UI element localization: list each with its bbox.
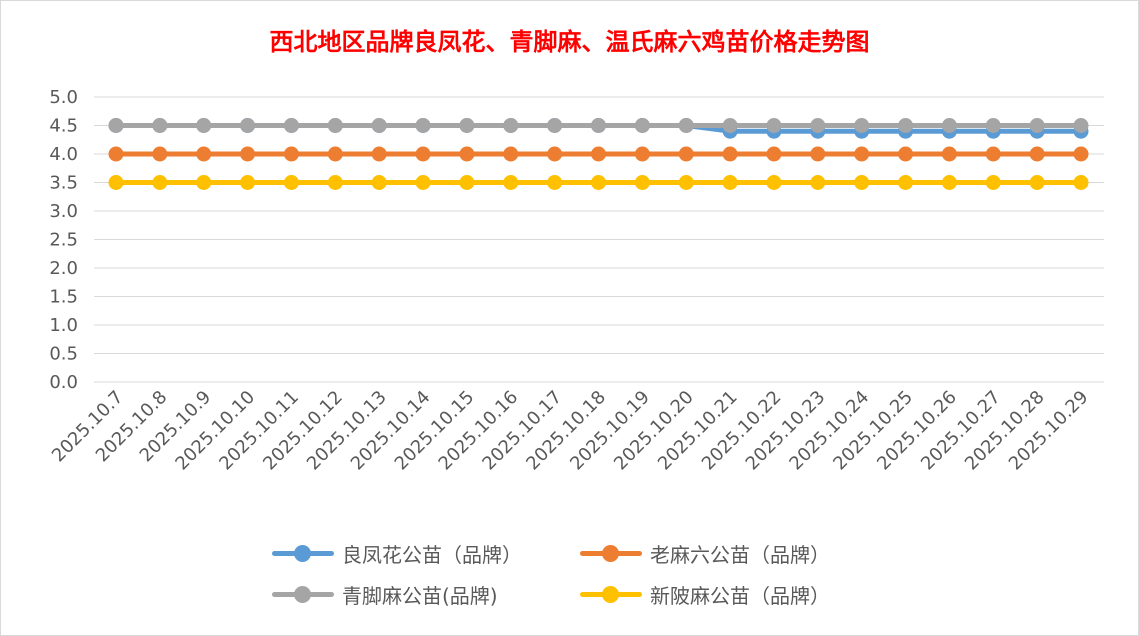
legend-label: 新陂麻公苗（品牌） [650,584,830,608]
y-tick-label: 0.5 [49,344,78,365]
data-point-3 [547,175,563,190]
data-point-1 [108,146,124,162]
data-point-3 [1073,175,1089,190]
legend-item-2: 青脚麻公苗(品牌) [272,580,498,609]
data-point-2 [898,118,914,133]
data-point-1 [985,146,1001,162]
data-point-3 [415,175,431,190]
legend-marker-icon [272,544,334,564]
y-tick-label: 3.5 [49,173,78,194]
legend-marker-icon [580,585,642,605]
data-point-2 [634,118,650,133]
data-point-3 [503,175,519,190]
data-point-3 [240,175,256,190]
data-point-2 [941,118,957,133]
y-tick-label: 5.0 [49,87,78,108]
data-point-2 [503,118,519,133]
y-tick-label: 3.0 [49,201,78,222]
legend-label: 老麻六公苗（品牌） [650,543,830,567]
data-point-3 [459,175,475,190]
data-point-2 [722,118,738,133]
data-point-1 [854,146,870,162]
data-point-2 [1073,118,1089,133]
data-point-3 [371,175,387,190]
data-point-1 [766,146,782,162]
legend-item-1: 老麻六公苗（品牌） [580,539,830,568]
legend-label: 青脚麻公苗(品牌) [342,584,498,608]
data-point-2 [108,118,124,133]
data-point-3 [108,175,124,190]
data-point-3 [898,175,914,190]
data-point-2 [854,118,870,133]
data-point-1 [678,146,694,162]
data-point-2 [1029,118,1045,133]
data-point-1 [941,146,957,162]
data-point-1 [634,146,650,162]
y-tick-label: 2.0 [49,258,78,279]
data-point-1 [196,146,212,162]
data-point-3 [283,175,299,190]
data-point-3 [810,175,826,190]
legend-label: 良凤花公苗（品牌） [342,543,522,567]
data-point-2 [283,118,299,133]
data-point-1 [547,146,563,162]
data-point-3 [1029,175,1045,190]
data-point-2 [415,118,431,133]
data-point-3 [722,175,738,190]
data-point-1 [591,146,606,162]
legend-marker-icon [272,585,334,605]
data-point-3 [854,175,870,190]
data-point-2 [196,118,212,133]
y-tick-label: 2.5 [49,230,78,251]
data-point-3 [327,175,343,190]
y-tick-label: 1.5 [49,287,78,308]
data-point-2 [327,118,343,133]
legend-item-3: 新陂麻公苗（品牌） [580,580,830,609]
data-point-1 [503,146,519,162]
data-point-2 [985,118,1001,133]
data-point-1 [810,146,826,162]
data-point-3 [634,175,650,190]
data-point-2 [591,118,606,133]
data-point-1 [240,146,256,162]
data-point-1 [283,146,299,162]
data-point-1 [415,146,431,162]
data-point-2 [459,118,475,133]
data-point-3 [196,175,212,190]
data-point-2 [152,118,168,133]
data-point-1 [1073,146,1089,162]
data-point-1 [371,146,387,162]
chart-title: 西北地区品牌良凤花、青脚麻、温氏麻六鸡苗价格走势图 [269,27,870,56]
y-tick-label: 0.0 [49,372,78,393]
data-point-2 [678,118,694,133]
data-point-2 [240,118,256,133]
legend-item-0: 良凤花公苗（品牌） [272,539,522,568]
data-point-3 [941,175,957,190]
data-point-2 [810,118,826,133]
data-point-1 [459,146,475,162]
data-point-1 [722,146,738,162]
data-point-1 [898,146,914,162]
data-point-2 [547,118,563,133]
y-tick-label: 4.5 [49,116,78,137]
data-point-1 [1029,146,1045,162]
data-point-1 [327,146,343,162]
y-tick-label: 1.0 [49,315,78,336]
y-tick-label: 4.0 [49,144,78,165]
data-point-2 [371,118,387,133]
data-point-3 [152,175,168,190]
data-point-1 [152,146,168,162]
data-point-3 [591,175,606,190]
data-point-3 [678,175,694,190]
legend-marker-icon [580,544,642,564]
data-point-3 [766,175,782,190]
data-point-2 [766,118,782,133]
data-point-3 [985,175,1001,190]
